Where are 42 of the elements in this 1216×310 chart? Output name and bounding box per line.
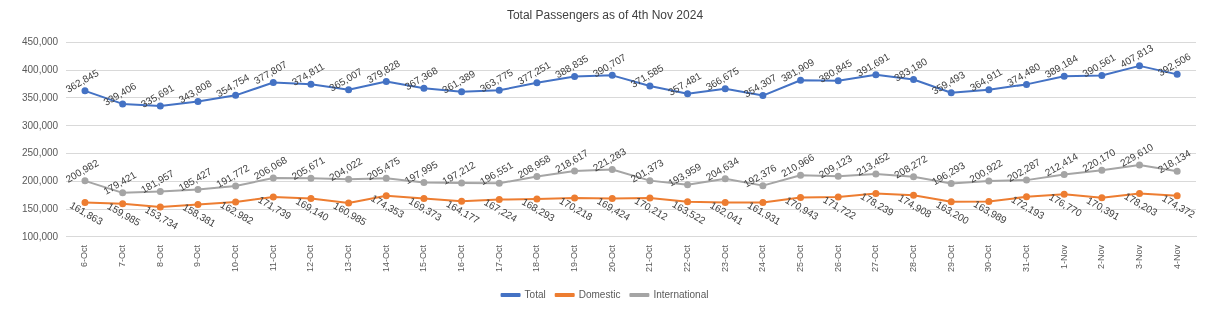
x-tick-label: 14-Oct <box>380 244 391 273</box>
x-tick-label: 8-Oct <box>154 244 165 268</box>
x-tick-label: 18-Oct <box>531 244 542 273</box>
x-tick-label: 6-Oct <box>79 244 90 268</box>
chart-title: Total Passengers as of 4th Nov 2024 <box>506 7 704 22</box>
x-tick-label: 16-Oct <box>456 244 467 273</box>
y-tick-label: 250,000 <box>21 147 59 159</box>
x-tick-label: 21-Oct <box>644 244 655 273</box>
y-tick-label: 350,000 <box>21 91 59 103</box>
y-tick-label: 150,000 <box>21 202 59 214</box>
y-tick-label: 400,000 <box>21 63 59 75</box>
x-tick-label: 1-Nov <box>1058 244 1069 270</box>
x-tick-label: 2-Nov <box>1096 244 1107 270</box>
x-tick-label: 13-Oct <box>343 244 354 273</box>
x-tick-label: 23-Oct <box>719 244 730 273</box>
y-tick-label: 450,000 <box>21 36 59 48</box>
y-tick-label: 200,000 <box>21 175 59 187</box>
x-tick-label: 25-Oct <box>795 244 806 273</box>
x-tick-label: 7-Oct <box>117 244 128 268</box>
x-tick-label: 12-Oct <box>305 244 316 273</box>
x-tick-label: 10-Oct <box>230 244 241 273</box>
x-tick-label: 3-Nov <box>1133 244 1144 270</box>
x-tick-label: 4-Nov <box>1171 244 1182 270</box>
x-tick-label: 29-Oct <box>945 244 956 273</box>
x-tick-label: 20-Oct <box>606 244 617 273</box>
x-tick-label: 22-Oct <box>682 244 693 273</box>
x-tick-label: 15-Oct <box>418 244 429 273</box>
legend-label: International <box>653 288 709 300</box>
x-tick-label: 11-Oct <box>267 244 278 272</box>
legend-label: Total <box>524 288 546 300</box>
x-tick-label: 17-Oct <box>493 244 504 273</box>
x-tick-label: 31-Oct <box>1021 244 1032 273</box>
y-tick-label: 300,000 <box>21 119 59 131</box>
x-tick-label: 9-Oct <box>192 244 203 268</box>
y-tick-label: 100,000 <box>21 230 59 242</box>
legend-label: Domestic <box>578 288 621 300</box>
x-tick-label: 27-Oct <box>870 244 881 273</box>
x-tick-label: 30-Oct <box>983 244 994 273</box>
x-tick-label: 24-Oct <box>757 244 768 273</box>
x-tick-label: 19-Oct <box>569 244 580 273</box>
x-tick-label: 26-Oct <box>832 244 843 273</box>
x-tick-label: 28-Oct <box>908 244 919 273</box>
